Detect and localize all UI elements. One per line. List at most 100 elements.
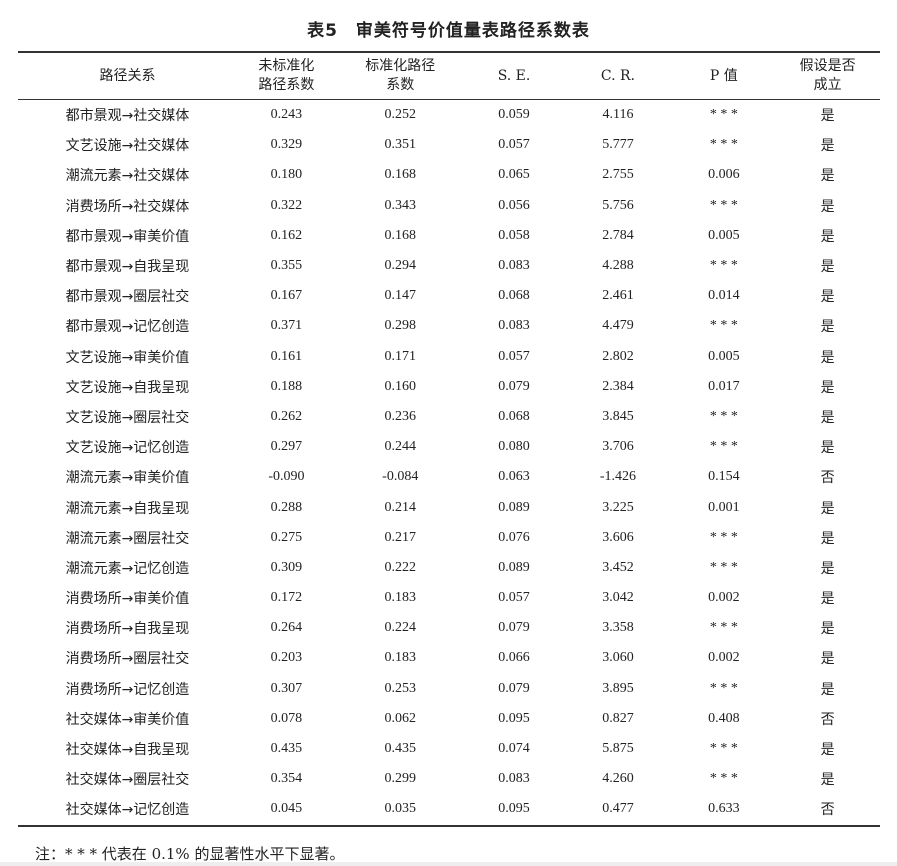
table-row: 潮流元素→社交媒体 0.180 0.168 0.065 2.755 0.006 是 xyxy=(18,160,880,190)
table-cell: * * * xyxy=(709,559,738,575)
table-cell: 0.167 xyxy=(270,288,303,304)
table-cell: 消费场所→社交媒体 xyxy=(65,198,190,215)
table-row: 潮流元素→审美价值 -0.090 -0.084 0.063 -1.426 0.154 否 xyxy=(18,462,880,492)
table-cell: 5.875 xyxy=(602,741,634,757)
table-cell: 4.116 xyxy=(602,107,634,123)
table-cell: 0.172 xyxy=(270,590,303,606)
table-cell: 否 xyxy=(820,471,835,487)
table-row: 都市景观→记忆创造 0.371 0.298 0.083 4.479 * * * 是 xyxy=(18,311,880,341)
column-header: P 值 xyxy=(672,52,776,100)
table-cell: 文艺设施→记忆创造 xyxy=(65,440,190,457)
table-cell: 是 xyxy=(820,592,835,608)
table-cell: 4.288 xyxy=(602,258,634,274)
table-cell: 0.035 xyxy=(384,801,417,817)
table-cell: 3.452 xyxy=(602,559,634,575)
table-cell: 是 xyxy=(820,682,835,698)
table-cell: 0.068 xyxy=(498,288,530,304)
table-cell: 潮流元素→圈层社交 xyxy=(65,530,190,547)
table-cell: 0.006 xyxy=(708,167,740,183)
table-cell: 3.060 xyxy=(602,650,634,666)
table-cell: 是 xyxy=(820,109,835,125)
table-cell: 2.784 xyxy=(602,227,634,243)
table-row: 都市景观→审美价值 0.162 0.168 0.058 2.784 0.005 是 xyxy=(18,221,880,251)
table-cell: 是 xyxy=(820,501,835,517)
table-cell: 3.895 xyxy=(602,680,634,696)
table-cell: 2.802 xyxy=(602,348,634,364)
table-cell: 0.017 xyxy=(708,378,740,394)
table-cell: 0.343 xyxy=(384,197,417,213)
table-cell: 0.062 xyxy=(384,710,417,726)
table-cell: 文艺设施→审美价值 xyxy=(65,349,190,366)
table-cell: 0.001 xyxy=(708,499,740,515)
table-cell: 是 xyxy=(820,561,835,577)
table-row: 文艺设施→自我呈现 0.188 0.160 0.079 2.384 0.017 是 xyxy=(18,372,880,402)
table-cell: * * * xyxy=(709,529,738,545)
table-cell: 3.225 xyxy=(602,499,634,515)
table-row: 文艺设施→审美价值 0.161 0.171 0.057 2.802 0.005 是 xyxy=(18,342,880,372)
table-cell: 是 xyxy=(820,139,835,155)
table-cell: 5.756 xyxy=(602,197,634,213)
table-row: 潮流元素→自我呈现 0.288 0.214 0.089 3.225 0.001 是 xyxy=(18,492,880,522)
table-cell: 0.161 xyxy=(270,348,303,364)
table-cell: 2.461 xyxy=(602,288,634,304)
table-title: 表5 审美符号价值量表路径系数表 xyxy=(307,21,590,41)
table-cell: 0.244 xyxy=(384,439,417,455)
table-row: 都市景观→圈层社交 0.167 0.147 0.068 2.461 0.014 是 xyxy=(18,281,880,311)
table-cell: 0.005 xyxy=(708,348,740,364)
table-cell: 5.777 xyxy=(602,137,634,153)
table-row: 社交媒体→圈层社交 0.354 0.299 0.083 4.260 * * * 是 xyxy=(18,764,880,794)
table-row: 社交媒体→记忆创造 0.045 0.035 0.095 0.477 0.633 否 xyxy=(18,794,880,825)
table-cell: 0.477 xyxy=(602,801,634,817)
table-cell: -0.084 xyxy=(382,469,419,485)
table-cell: 0.435 xyxy=(384,741,417,757)
table-cell: 3.358 xyxy=(602,620,634,636)
table-cell: 0.057 xyxy=(498,137,530,153)
table-cell: 0.074 xyxy=(498,741,530,757)
table-cell: -1.426 xyxy=(599,469,637,485)
table-cell: 是 xyxy=(820,652,835,668)
table-cell: 0.066 xyxy=(498,650,530,666)
table-cell: * * * xyxy=(709,680,738,696)
table-cell: 0.147 xyxy=(384,288,417,304)
table-cell: 0.435 xyxy=(270,741,303,757)
table-cell: 0.222 xyxy=(384,559,417,575)
table-cell: 0.065 xyxy=(498,167,530,183)
table-cell: 0.079 xyxy=(498,620,530,636)
table-cell: 都市景观→圈层社交 xyxy=(65,289,190,306)
table-cell: 是 xyxy=(820,773,835,789)
column-header: C. R. xyxy=(563,52,673,100)
table-cell: 3.042 xyxy=(602,590,634,606)
table-cell: 2.384 xyxy=(602,378,634,394)
table-cell: 0.168 xyxy=(384,227,417,243)
table-cell: 0.056 xyxy=(498,197,530,213)
table-row: 潮流元素→记忆创造 0.309 0.222 0.089 3.452 * * * 是 xyxy=(18,553,880,583)
table-cell: 0.083 xyxy=(498,318,530,334)
path-coefficient-table: 路径关系 未标准化 路径系数 标准化路径 系数 S. E. C. R. P 值假设是否 成… xyxy=(18,51,880,827)
table-cell: 0.217 xyxy=(384,529,417,545)
table-cell: * * * xyxy=(709,771,738,787)
table-cell: 是 xyxy=(820,260,835,276)
table-cell: 3.606 xyxy=(602,529,634,545)
table-cell: 0.057 xyxy=(498,348,530,364)
table-cell: 0.089 xyxy=(498,559,530,575)
table-cell: 0.307 xyxy=(270,680,303,696)
table-cell: 0.005 xyxy=(708,227,740,243)
table-row: 文艺设施→记忆创造 0.297 0.244 0.080 3.706 * * * 是 xyxy=(18,432,880,462)
table-row: 都市景观→自我呈现 0.355 0.294 0.083 4.288 * * * 是 xyxy=(18,251,880,281)
table-cell: 潮流元素→社交媒体 xyxy=(65,168,190,185)
table-cell: 0.183 xyxy=(384,590,417,606)
table-cell: 0.083 xyxy=(498,258,530,274)
table-cell: * * * xyxy=(709,408,738,424)
table-cell: 都市景观→记忆创造 xyxy=(65,319,190,336)
table-row: 消费场所→记忆创造 0.307 0.253 0.079 3.895 * * * 是 xyxy=(18,674,880,704)
table-cell: 0.014 xyxy=(708,288,740,304)
table-cell: 0.089 xyxy=(498,499,530,515)
table-cell: 是 xyxy=(820,380,835,396)
table-cell: 0.078 xyxy=(270,710,303,726)
table-row: 文艺设施→社交媒体 0.329 0.351 0.057 5.777 * * * 是 xyxy=(18,130,880,160)
table-cell: 4.479 xyxy=(602,318,634,334)
table-cell: * * * xyxy=(709,620,738,636)
table-cell: 0.322 xyxy=(270,197,303,213)
table-cell: 是 xyxy=(820,290,835,306)
table-cell: 0.297 xyxy=(270,439,303,455)
